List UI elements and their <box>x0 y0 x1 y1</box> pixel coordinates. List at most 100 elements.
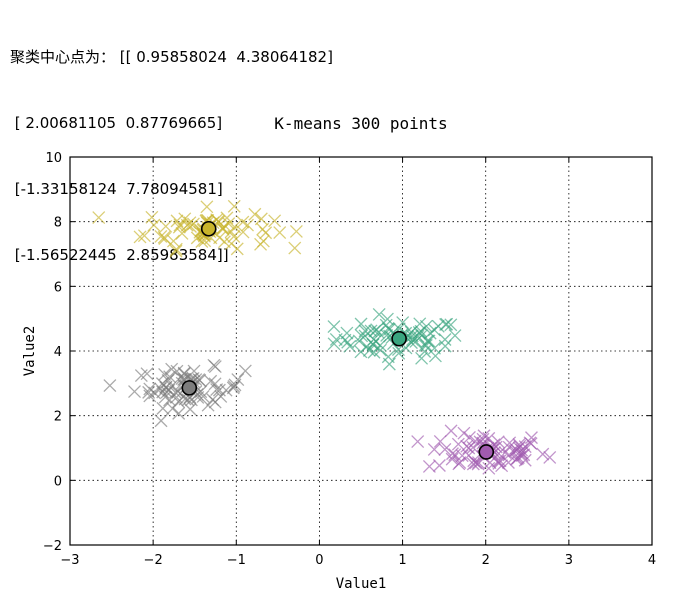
point-stroke <box>366 337 380 351</box>
point-stroke <box>327 320 341 334</box>
point-stroke <box>288 241 302 255</box>
data-point <box>327 337 341 351</box>
point-stroke <box>502 440 516 454</box>
data-point <box>438 333 452 346</box>
data-point <box>444 424 458 438</box>
data-point <box>231 373 245 387</box>
data-point <box>236 215 250 229</box>
point-stroke <box>208 377 222 391</box>
data-point <box>145 210 159 224</box>
point-stroke <box>133 230 147 244</box>
data-point <box>183 402 197 416</box>
point-stroke <box>543 450 557 464</box>
point-stroke <box>448 329 462 343</box>
data-point <box>147 218 161 232</box>
data-point <box>482 461 496 475</box>
point-stroke <box>451 437 465 451</box>
point-stroke <box>367 332 381 346</box>
point-stroke <box>238 364 252 378</box>
console-output: 聚类中心点为： [[ 0.95858024 4.38064182] [ 2.00… <box>10 2 333 288</box>
data-point <box>433 434 447 448</box>
data-point <box>156 401 170 415</box>
point-stroke <box>362 344 376 357</box>
data-point <box>134 369 148 383</box>
data-point <box>220 211 234 225</box>
point-stroke <box>128 385 141 399</box>
point-stroke <box>175 376 189 390</box>
y-tick-label: 6 <box>54 280 62 295</box>
data-point <box>380 328 394 342</box>
data-point <box>227 230 241 243</box>
point-stroke <box>466 457 480 471</box>
data-point <box>368 324 382 338</box>
y-tick-label: 2 <box>54 410 62 425</box>
data-point <box>543 450 557 464</box>
data-point <box>343 339 357 353</box>
point-stroke <box>501 456 515 469</box>
x-tick-label: 0 <box>315 553 323 568</box>
point-stroke <box>515 443 529 457</box>
x-tick-label: 4 <box>648 553 656 568</box>
point-stroke <box>483 456 497 470</box>
point-stroke <box>154 414 168 428</box>
point-stroke <box>368 324 382 338</box>
point-stroke <box>482 461 496 475</box>
point-stroke <box>228 220 242 234</box>
y-tick-label: −2 <box>43 539 62 554</box>
data-point <box>364 324 378 338</box>
cluster-center-marker <box>181 380 198 396</box>
point-stroke <box>411 435 425 449</box>
point-stroke <box>513 439 527 453</box>
point-stroke <box>422 334 436 348</box>
data-point <box>248 207 262 221</box>
point-stroke <box>254 212 268 226</box>
point-stroke <box>159 219 173 233</box>
point-stroke <box>158 390 172 404</box>
point-stroke <box>175 372 189 386</box>
data-point <box>289 224 303 238</box>
data-point <box>372 307 386 321</box>
data-point <box>438 442 452 456</box>
point-stroke <box>208 360 222 374</box>
data-point <box>515 443 529 457</box>
point-stroke <box>445 452 459 466</box>
data-point <box>153 382 167 396</box>
data-point <box>427 443 441 456</box>
point-stroke <box>372 307 386 321</box>
data-point <box>268 214 282 228</box>
point-stroke <box>178 212 192 226</box>
data-point <box>381 350 395 364</box>
point-stroke <box>212 383 226 397</box>
data-point <box>183 216 197 230</box>
point-stroke <box>219 383 233 397</box>
point-stroke <box>175 226 189 240</box>
point-stroke <box>471 457 485 471</box>
point-stroke <box>354 317 368 331</box>
point-stroke <box>511 451 525 465</box>
x-tick-label: −3 <box>60 553 79 568</box>
data-point <box>158 232 172 246</box>
point-stroke <box>196 389 210 403</box>
data-point <box>428 341 441 355</box>
point-stroke <box>493 454 507 468</box>
data-point <box>158 367 172 381</box>
point-stroke <box>438 339 452 353</box>
data-point <box>396 316 410 330</box>
data-point <box>200 200 214 214</box>
point-stroke <box>153 382 167 396</box>
point-stroke <box>194 385 208 399</box>
point-stroke <box>183 216 197 230</box>
data-point <box>204 374 218 388</box>
data-point <box>362 344 376 357</box>
point-stroke <box>396 316 410 330</box>
point-stroke <box>227 230 241 243</box>
y-tick-label: 10 <box>45 151 62 166</box>
point-stroke <box>158 232 172 246</box>
point-stroke <box>380 328 394 342</box>
point-stroke <box>227 199 241 213</box>
point-stroke <box>462 430 476 444</box>
point-stroke <box>444 424 458 438</box>
data-point <box>444 318 458 332</box>
point-stroke <box>204 374 218 388</box>
